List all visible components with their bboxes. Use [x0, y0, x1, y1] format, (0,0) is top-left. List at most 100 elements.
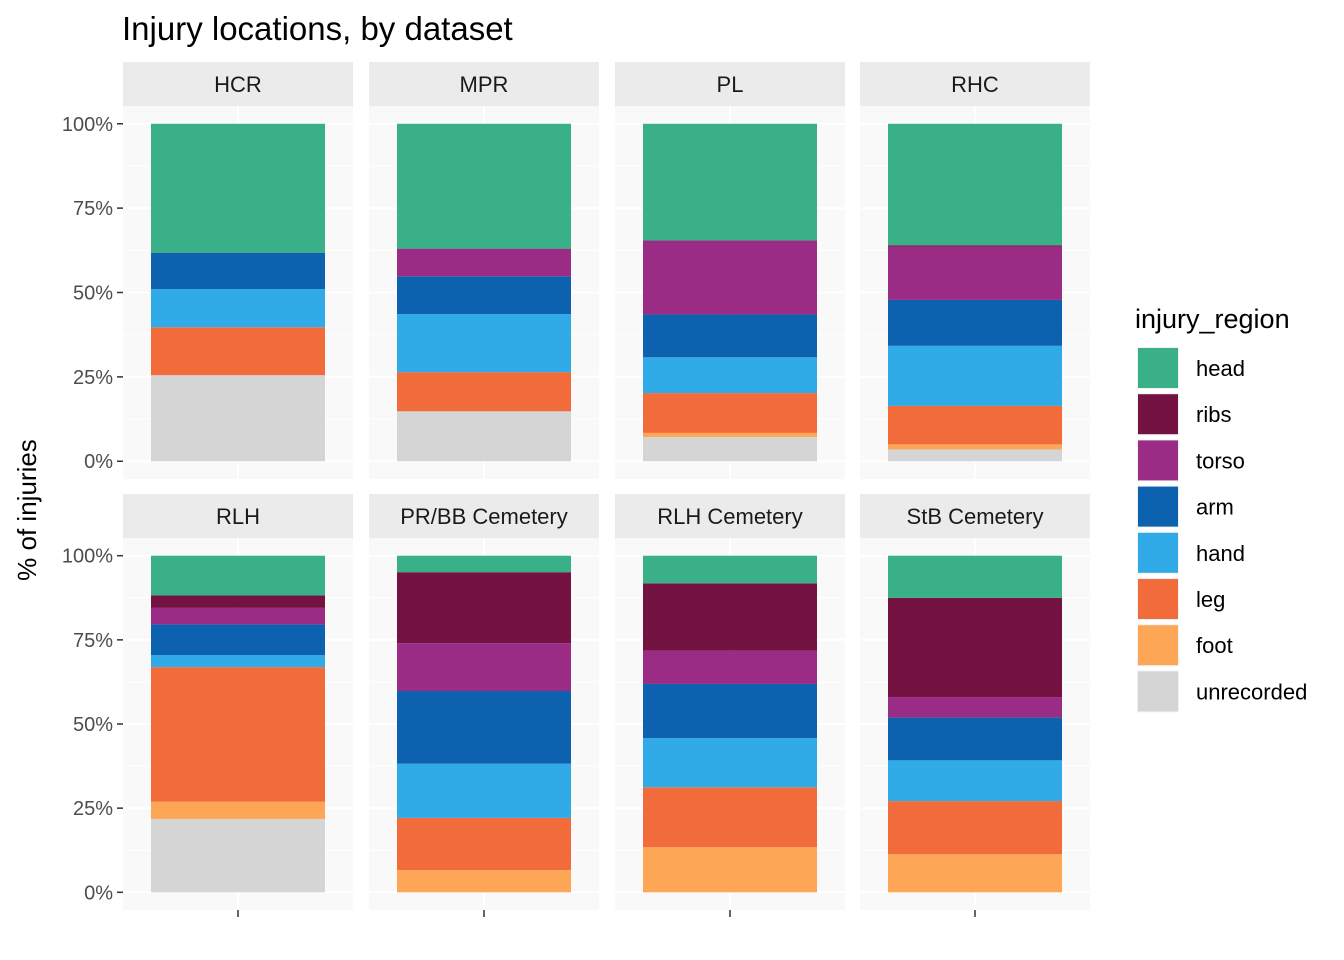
bar-segment-torso	[643, 240, 817, 315]
legend-item-unrecorded: unrecorded	[1137, 670, 1307, 713]
bar-segment-arm	[151, 624, 325, 655]
bar-segment-leg	[397, 372, 571, 412]
bar-segment-leg	[888, 801, 1062, 855]
facet-strip	[860, 494, 1090, 538]
bar-segment-torso	[643, 650, 817, 684]
legend-item-torso: torso	[1137, 439, 1245, 482]
facet-strip	[369, 62, 599, 106]
facet-strip	[860, 62, 1090, 106]
bar-segment-ribs	[151, 595, 325, 608]
bar-segment-unrecorded	[397, 411, 571, 462]
legend-title: injury_region	[1135, 304, 1290, 334]
bar-segment-leg	[151, 667, 325, 802]
bar-segment-arm	[397, 691, 571, 764]
bar-segment-head	[643, 555, 817, 584]
bar-segment-foot	[888, 444, 1062, 450]
y-tick-label: 50%	[73, 283, 113, 305]
legend-label-arm: arm	[1196, 495, 1234, 520]
y-tick-label: 75%	[73, 630, 113, 652]
facet-strip	[123, 62, 353, 106]
bar-segment-ribs	[888, 245, 1062, 247]
bar-segment-foot	[643, 847, 817, 893]
legend-swatch-head	[1138, 348, 1178, 388]
bar-segment-head	[643, 123, 817, 241]
bar-segment-hand	[151, 654, 325, 668]
bar-segment-leg	[643, 393, 817, 433]
legend-label-head: head	[1196, 356, 1245, 381]
bar-segment-ribs	[888, 597, 1062, 698]
bar-segment-head	[151, 555, 325, 596]
legend-swatch-torso	[1138, 440, 1178, 481]
bar-segment-unrecorded	[151, 818, 325, 893]
bar-segment-head	[888, 123, 1062, 246]
panel-pr-bb-cemetery: PR/BB Cemetery	[369, 494, 599, 917]
facet-strip-label: RHC	[951, 72, 999, 97]
y-axis-title: % of injuries	[12, 439, 42, 581]
legend-swatch-unrecorded	[1138, 671, 1178, 712]
bar-segment-head	[151, 123, 325, 253]
legend-swatch-hand	[1138, 532, 1178, 573]
bar-segment-unrecorded	[643, 436, 817, 462]
y-tick-label: 0%	[84, 451, 113, 473]
facet-panels: HCR 0% 25% 50% 75% 100% MPR PL RHC RLH 0% 25% 50% 75%…	[62, 62, 1090, 917]
bar-segment-leg	[643, 787, 817, 848]
legend-item-leg: leg	[1137, 578, 1225, 620]
bar-segment-unrecorded	[151, 375, 325, 462]
bar-segment-torso	[397, 248, 571, 277]
bar-segment-arm	[397, 276, 571, 315]
bar-segment-leg	[888, 405, 1062, 445]
bar-segment-hand	[888, 345, 1062, 406]
panel-stb-cemetery: StB Cemetery	[860, 494, 1090, 917]
bar-segment-hand	[151, 289, 325, 328]
facet-strip-label: MPR	[460, 72, 509, 97]
facet-strip	[615, 494, 845, 538]
bar-segment-head	[397, 123, 571, 249]
legend-swatch-foot	[1138, 625, 1178, 666]
bar-segment-ribs	[643, 583, 817, 651]
bar-segment-unrecorded	[888, 449, 1062, 462]
legend-item-arm: arm	[1137, 485, 1234, 528]
panel-rhc: RHC	[860, 62, 1090, 479]
legend-items: head ribs torso arm hand leg foot unrecorded	[1137, 347, 1307, 713]
bar-segment-head	[397, 555, 571, 573]
facet-strip-label: PL	[717, 72, 744, 97]
legend: injury_region head ribs torso arm hand leg foo…	[1135, 304, 1307, 713]
y-tick-label: 50%	[73, 714, 113, 736]
bar-segment-foot	[151, 801, 325, 819]
panel-mpr: MPR	[369, 62, 599, 479]
y-tick-label: 75%	[73, 198, 113, 220]
bar-segment-hand	[397, 763, 571, 818]
legend-label-unrecorded: unrecorded	[1196, 679, 1307, 704]
facet-strip-label: StB Cemetery	[907, 504, 1044, 529]
bar-segment-arm	[643, 314, 817, 358]
bar-segment-torso	[888, 697, 1062, 718]
bar-segment-foot	[397, 870, 571, 893]
legend-label-ribs: ribs	[1196, 402, 1231, 427]
panel-hcr: HCR 0% 25% 50% 75% 100%	[62, 62, 353, 479]
bar-segment-ribs	[397, 572, 571, 644]
legend-item-hand: hand	[1137, 531, 1245, 574]
facet-strip	[123, 494, 353, 538]
bar-segment-arm	[888, 717, 1062, 761]
legend-label-leg: leg	[1196, 587, 1225, 612]
legend-swatch-ribs	[1138, 394, 1178, 435]
facet-strip	[369, 494, 599, 538]
bar-segment-arm	[151, 252, 325, 290]
panel-pl: PL	[615, 62, 845, 479]
facet-strip-label: RLH Cemetery	[657, 504, 802, 529]
y-tick-label: 100%	[62, 546, 113, 568]
bar-segment-arm	[888, 299, 1062, 346]
panel-rlh: RLH 0% 25% 50% 75% 100%	[62, 494, 353, 917]
facet-strip	[615, 62, 845, 106]
legend-item-ribs: ribs	[1137, 393, 1231, 436]
legend-label-hand: hand	[1196, 541, 1245, 566]
bar-segment-torso	[888, 246, 1062, 300]
legend-swatch-leg	[1138, 579, 1178, 619]
bar-segment-hand	[643, 738, 817, 788]
bar-segment-leg	[397, 817, 571, 871]
legend-label-torso: torso	[1196, 448, 1245, 473]
legend-swatch-arm	[1138, 486, 1178, 527]
bar-segment-leg	[151, 327, 325, 376]
y-tick-label: 25%	[73, 798, 113, 820]
